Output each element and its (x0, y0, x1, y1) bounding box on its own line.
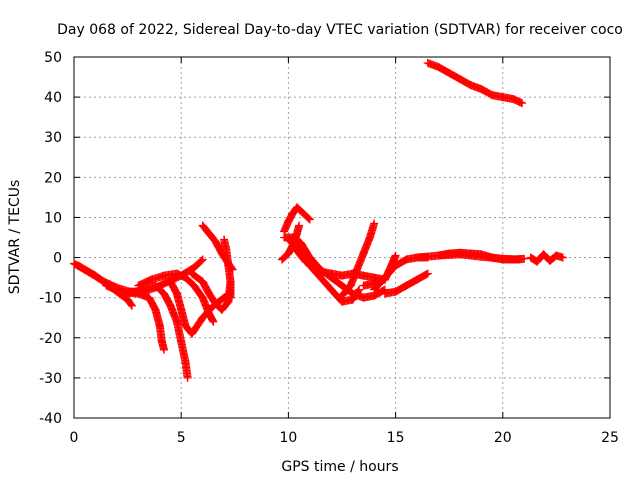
data-point (305, 215, 314, 224)
data-point (295, 221, 304, 230)
data-point (198, 255, 207, 264)
y-tick-label: 10 (44, 210, 62, 226)
series-track-o (338, 219, 379, 300)
series-track-v (423, 59, 527, 108)
series-track-g (187, 269, 235, 314)
y-tick-label: -10 (39, 291, 62, 307)
y-axis-label: SDTVAR / TECUs (7, 180, 23, 295)
y-tick-label: 50 (44, 50, 62, 66)
data-point (422, 270, 431, 279)
y-tick-label: -20 (39, 331, 62, 347)
data-points (70, 59, 567, 382)
data-point (391, 251, 400, 260)
series-track-m (284, 235, 364, 306)
series-track-r (380, 269, 432, 298)
y-tick-label: 30 (44, 130, 62, 146)
data-point (304, 214, 313, 223)
series-track-f (166, 277, 235, 338)
y-tick-label: -30 (39, 371, 62, 387)
data-point (515, 255, 524, 264)
data-point (520, 254, 529, 263)
data-point (226, 293, 235, 302)
data-point (423, 269, 432, 278)
y-tick-label: 0 (53, 251, 62, 267)
x-axis-label: GPS time / hours (281, 459, 398, 475)
data-point (127, 301, 136, 310)
data-point (518, 99, 527, 108)
y-tick-label: 20 (44, 170, 62, 186)
data-point (355, 285, 364, 294)
data-point (127, 300, 136, 309)
series-track-d (123, 281, 192, 382)
data-point (160, 345, 169, 354)
series-track-q (370, 253, 432, 294)
x-tick-label: 25 (601, 430, 619, 446)
x-tick-label: 10 (279, 430, 297, 446)
series-track-u (526, 250, 567, 266)
data-point (354, 286, 363, 295)
series-track-k (280, 203, 314, 236)
y-tick-label: 40 (44, 90, 62, 106)
grid (74, 57, 610, 418)
series-track-t (434, 250, 524, 264)
y-tick-label: -40 (39, 411, 62, 427)
data-point (209, 317, 218, 326)
x-tick-label: 5 (177, 430, 186, 446)
data-point (370, 219, 379, 228)
series-track-i (220, 235, 235, 302)
x-tick-label: 0 (70, 430, 79, 446)
x-tick-label: 15 (387, 430, 405, 446)
chart-title: Day 068 of 2022, Sidereal Day-to-day VTE… (57, 22, 623, 38)
plot-frame (73, 56, 611, 419)
series-track-e (134, 269, 218, 326)
data-point (558, 253, 567, 262)
axis-ticks: 0 5 10 15 20 25 -40 -30 -20 -10 0 10 20 30 40 50 (39, 50, 619, 446)
x-tick-label: 20 (494, 430, 512, 446)
data-point (197, 256, 206, 265)
data-point (183, 373, 192, 382)
